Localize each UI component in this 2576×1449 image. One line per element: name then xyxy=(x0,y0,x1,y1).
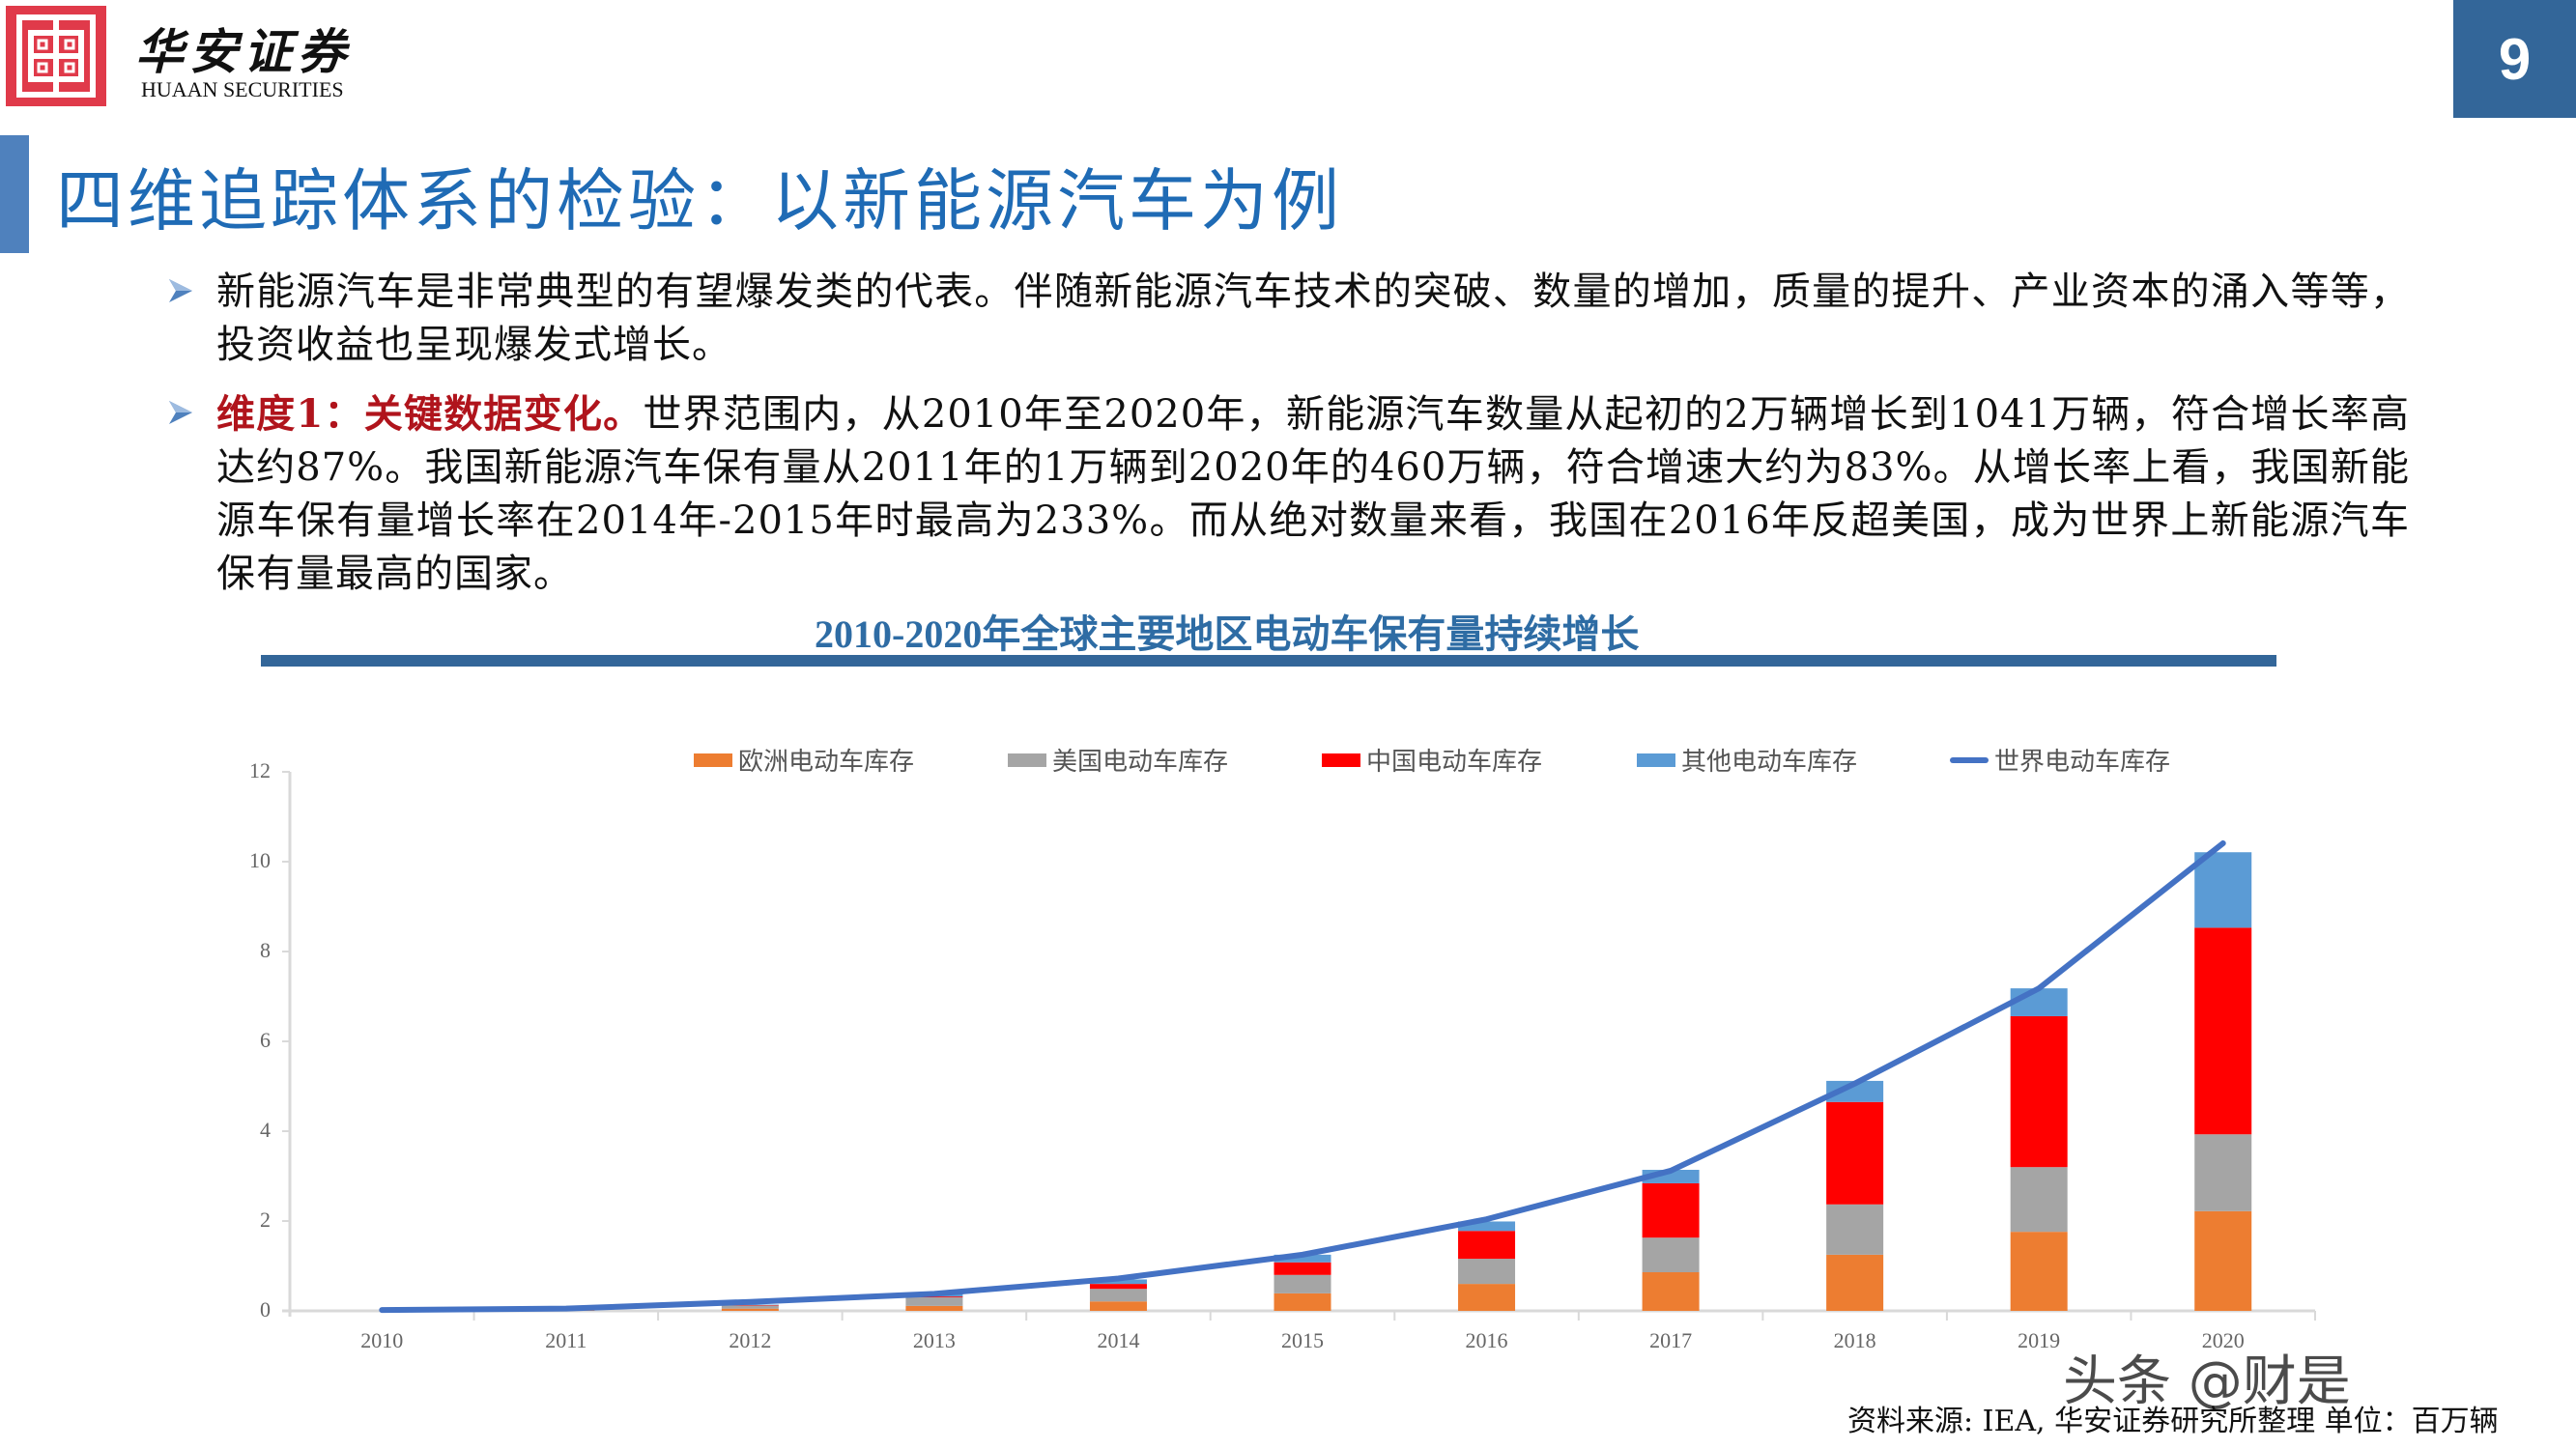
bar-segment xyxy=(1642,1237,1700,1273)
x-tick-label: 2013 xyxy=(912,1328,956,1352)
chart-bars xyxy=(537,852,2252,1311)
legend-swatch-other xyxy=(1637,753,1675,767)
logo-english-name: HUAAN SECURITIES xyxy=(141,77,344,101)
legend-item-world: 世界电动车库存 xyxy=(1950,742,2170,778)
bar-segment xyxy=(721,1308,779,1311)
x-tick-label: 2018 xyxy=(1833,1328,1876,1352)
legend-line-world xyxy=(1950,756,1989,763)
bar-segment xyxy=(1826,1204,1884,1255)
huaan-logo-mark xyxy=(6,6,106,106)
bar-segment xyxy=(1826,1080,1884,1102)
bar-segment xyxy=(2194,927,2252,1135)
legend-item-europe: 欧洲电动车库存 xyxy=(694,742,914,778)
x-tick-label: 2011 xyxy=(545,1328,587,1352)
legend-label-usa: 美国电动车库存 xyxy=(1052,748,1229,777)
bar-segment xyxy=(1458,1259,1516,1285)
bar-segment xyxy=(905,1305,963,1311)
x-tick-label: 2010 xyxy=(360,1328,404,1352)
bar-segment xyxy=(1089,1301,1147,1311)
y-tick-label: 6 xyxy=(260,1028,271,1052)
bar-segment xyxy=(1826,1254,1884,1311)
chart-title: 2010-2020年全球主要地区电动车保有量持续增长 xyxy=(815,612,1640,656)
bar-segment xyxy=(1274,1262,1331,1275)
bar-segment xyxy=(2010,1232,2068,1311)
slide-title: 四维追踪体系的检验：以新能源汽车为例 xyxy=(56,161,1343,241)
bar-segment xyxy=(2010,988,2068,1016)
legend-label-world: 世界电动车库存 xyxy=(1994,748,2171,777)
x-tick-label: 2016 xyxy=(1465,1328,1508,1352)
bar-segment xyxy=(1089,1279,1147,1285)
y-tick-label: 0 xyxy=(260,1297,271,1321)
paragraph-intro: 新能源汽车是非常典型的有望爆发类的代表。伴随新能源汽车技术的突破、数量的增加，质… xyxy=(216,266,2410,372)
x-tick-label: 2012 xyxy=(729,1328,772,1352)
world-stock-line xyxy=(379,839,2226,1314)
bar-segment xyxy=(1642,1182,1700,1238)
x-tick-label: 2017 xyxy=(1649,1328,1693,1352)
bar-segment xyxy=(2010,1167,2068,1233)
paragraph-intro-text: 新能源汽车是非常典型的有望爆发类的代表。伴随新能源汽车技术的突破、数量的增加，质… xyxy=(216,270,2410,367)
legend-label-china: 中国电动车库存 xyxy=(1366,748,1543,777)
page-number-badge: 9 xyxy=(2453,0,2576,118)
source-note: 资料来源: IEA, 华安证券研究所整理 单位：百万辆 xyxy=(1847,1405,2499,1438)
dimension-1-text: 世界范围内，从2010年至2020年，新能源汽车数量从起初的2万辆增长到1041… xyxy=(216,392,2410,596)
arrow-bullet-icon xyxy=(169,279,192,302)
legend-label-other: 其他电动车库存 xyxy=(1681,748,1858,777)
bar-segment xyxy=(2194,852,2252,928)
watermark: 头条 @财是 xyxy=(2063,1350,2351,1413)
arrow-bullet-icon xyxy=(169,401,192,424)
paragraph-dimension-1: 维度1：关键数据变化。世界范围内，从2010年至2020年，新能源汽车数量从起初… xyxy=(216,387,2410,601)
legend-swatch-china xyxy=(1322,753,1360,767)
bar-segment xyxy=(1274,1274,1331,1293)
legend-item-usa: 美国电动车库存 xyxy=(1008,742,1228,778)
y-tick-label: 4 xyxy=(260,1118,271,1142)
bar-segment xyxy=(1458,1221,1516,1232)
bar-segment xyxy=(2194,1210,2252,1311)
y-tick-label: 10 xyxy=(249,848,271,872)
dimension-1-highlight: 维度1：关键数据变化。 xyxy=(216,391,644,437)
legend-label-europe: 欧洲电动车库存 xyxy=(738,748,915,777)
bar-segment xyxy=(1458,1284,1516,1311)
logo-knot-icon xyxy=(16,14,96,98)
bar-segment xyxy=(905,1296,963,1298)
x-tick-label: 2020 xyxy=(2201,1328,2245,1352)
bar-segment xyxy=(905,1297,963,1306)
bar-segment xyxy=(1826,1101,1884,1205)
chart-title-underline xyxy=(261,655,2276,667)
legend-swatch-europe xyxy=(694,753,732,767)
logo-chinese-name: 华安证券 xyxy=(135,23,352,80)
legend-item-china: 中国电动车库存 xyxy=(1322,742,1542,778)
legend-swatch-usa xyxy=(1008,753,1046,767)
chart-axes xyxy=(282,771,2316,1321)
bar-segment xyxy=(1458,1231,1516,1260)
x-tick-label: 2015 xyxy=(1281,1328,1324,1352)
bar-segment xyxy=(1274,1293,1331,1311)
x-tick-label: 2019 xyxy=(2018,1328,2061,1352)
x-tick-label: 2014 xyxy=(1097,1328,1140,1352)
legend-item-other: 其他电动车库存 xyxy=(1637,742,1857,778)
bar-segment xyxy=(2194,1134,2252,1211)
y-tick-label: 2 xyxy=(260,1208,271,1232)
bar-segment xyxy=(721,1305,779,1309)
y-tick-label: 8 xyxy=(260,938,271,962)
bar-segment xyxy=(2010,1015,2068,1168)
bar-segment xyxy=(1089,1284,1147,1290)
bar-segment xyxy=(1274,1254,1331,1263)
bar-segment xyxy=(1642,1272,1700,1311)
title-accent-bar xyxy=(0,135,29,253)
y-tick-label: 12 xyxy=(249,758,271,782)
bar-segment xyxy=(1089,1289,1147,1302)
